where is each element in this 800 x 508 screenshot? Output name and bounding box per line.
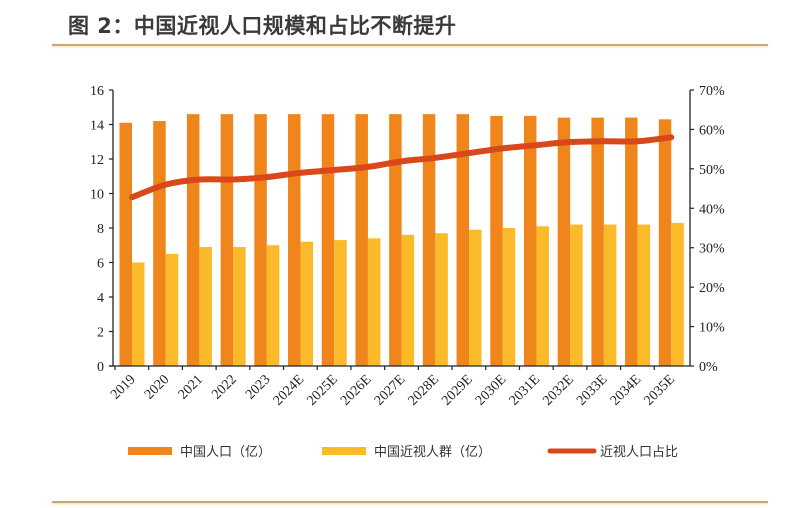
bar-population [288, 114, 301, 367]
y-tick-label-right: 50% [699, 163, 725, 178]
x-tick-label: 2035E [642, 372, 678, 408]
line-layer [129, 134, 675, 201]
bar-population [355, 114, 368, 367]
x-tick-label: 2020 [142, 372, 172, 402]
bar-myopia-population [671, 222, 684, 366]
y-tick-label-right: 60% [699, 123, 725, 138]
x-tick-label: 2027E [372, 372, 408, 408]
bar-myopia-population [266, 245, 280, 366]
legend-label: 近视人口占比 [600, 445, 678, 460]
bar-population [186, 114, 200, 367]
x-tick-label: 2029E [439, 372, 475, 408]
bar-myopia-population [570, 224, 583, 366]
bars-layer [119, 114, 684, 367]
title-divider [52, 44, 768, 46]
x-tick-label: 2026E [338, 372, 374, 408]
x-tick-label: 2031E [507, 372, 543, 408]
bar-myopia-population [199, 246, 212, 366]
x-tick-label: 2028E [406, 372, 442, 408]
y-tick-label-right: 0% [699, 360, 718, 375]
bar-myopia-population [334, 240, 347, 366]
bar-population [557, 117, 571, 366]
bar-population [523, 115, 537, 366]
bar-population [490, 115, 503, 366]
x-tick-label: 2024E [271, 372, 307, 408]
y-tick-label-right: 40% [699, 202, 725, 217]
bar-myopia-population [233, 246, 246, 366]
bar-population [456, 114, 470, 367]
bar-population [625, 117, 638, 366]
y-tick-label-left: 14 [90, 119, 104, 134]
bar-myopia-population [300, 241, 314, 366]
x-tick-label: 2021 [176, 372, 206, 402]
y-tick-label-right: 10% [699, 321, 725, 336]
bottom-divider [52, 501, 768, 503]
bar-population [321, 114, 335, 367]
bar-population [153, 121, 166, 366]
x-tick-label: 2030E [473, 372, 509, 408]
x-tick-label: 2032E [540, 372, 576, 408]
bar-myopia-population [401, 234, 415, 366]
bar-myopia-population [502, 228, 516, 366]
figure-title: 图 2：中国近视人口规模和占比不断提升 [68, 14, 457, 38]
bar-population [389, 114, 402, 367]
bar-myopia-population [536, 226, 549, 366]
bar-myopia-population [367, 238, 381, 366]
x-tick-label: 2025E [304, 372, 340, 408]
bar-population [422, 114, 436, 367]
x-tick-label: 2022 [209, 372, 239, 402]
y-tick-label-left: 10 [90, 188, 104, 203]
x-tick-label: 2034E [608, 372, 644, 408]
x-tick-label: 2019 [108, 372, 138, 402]
y-tick-label-left: 12 [90, 153, 104, 168]
bar-myopia-population [165, 253, 179, 366]
y-tick-label-left: 8 [97, 222, 104, 237]
y-tick-label-left: 16 [90, 84, 104, 99]
y-tick-label-left: 2 [97, 326, 104, 341]
legend-swatch [128, 447, 172, 455]
legend-label: 中国人口（亿） [180, 445, 271, 460]
bar-myopia-population [603, 224, 617, 366]
legend-label: 中国近视人群（亿） [374, 445, 491, 460]
bar-population [591, 117, 604, 366]
bar-myopia-population [435, 233, 448, 366]
y-tick-label-left: 4 [97, 291, 104, 306]
bar-myopia-population [637, 224, 651, 366]
y-tick-label-right: 30% [699, 242, 725, 257]
y-tick-label-right: 20% [699, 281, 725, 296]
bar-population [254, 114, 267, 367]
bar-population [658, 119, 672, 366]
bar-myopia-population [132, 262, 145, 366]
x-tick-label: 2023 [243, 372, 273, 402]
legend: 中国人口（亿） 中国近视人群（亿） 近视人口占比 [128, 445, 678, 460]
y-tick-label-right: 70% [699, 84, 725, 99]
bar-population [119, 122, 132, 367]
bar-myopia-population [469, 229, 482, 366]
legend-swatch [322, 447, 366, 455]
bar-population [220, 114, 234, 367]
y-tick-label-left: 6 [97, 257, 104, 272]
y-tick-label-left: 0 [97, 360, 104, 375]
x-tick-label: 2033E [574, 372, 610, 408]
